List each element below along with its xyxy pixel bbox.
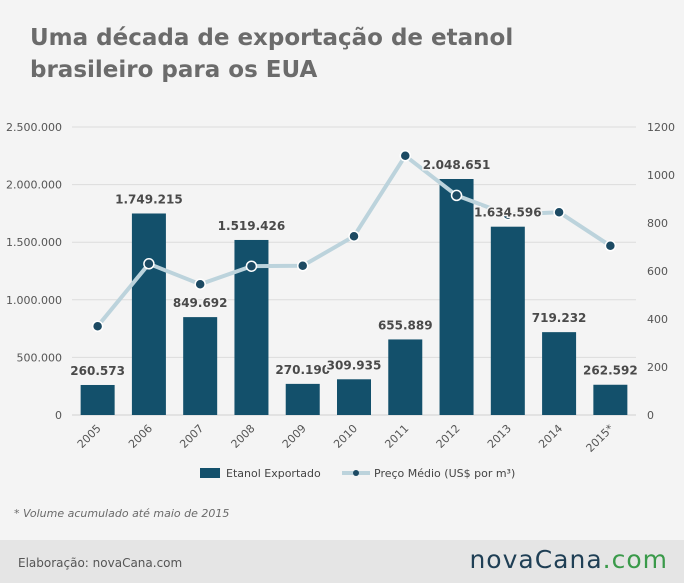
y-right-tick-label: 400 — [647, 313, 668, 326]
x-tick-label: 2007 — [177, 422, 206, 451]
y-left-tick-label: 2.500.000 — [6, 121, 62, 134]
chart-canvas: 0 500.000 1.000.000 1.500.000 2.000.000 2.500… — [6, 121, 675, 480]
y-left-tick-label: 0 — [55, 409, 62, 422]
price-point — [143, 258, 155, 270]
y-left-tick-label: 2.000.000 — [6, 179, 62, 192]
bar-value-label: 1.749.215 — [115, 192, 183, 206]
legend-swatch-marker — [353, 470, 359, 476]
bar-value-label: 849.692 — [173, 296, 228, 310]
x-tick-label: 2013 — [485, 422, 514, 451]
y-left-tick-label: 1.000.000 — [6, 294, 62, 307]
bar-value-label: 1.519.426 — [218, 219, 286, 233]
x-tick-label: 2009 — [280, 422, 309, 451]
logo-suffix: .com — [602, 545, 668, 574]
bar — [593, 384, 628, 415]
bar-value-label: 262.592 — [583, 364, 638, 378]
y-right-tick-label: 600 — [647, 265, 668, 278]
bar — [337, 379, 371, 415]
bar — [542, 332, 577, 415]
price-point — [399, 150, 412, 162]
logo-main: novaCana — [469, 545, 603, 574]
y-right-tick-label: 800 — [647, 217, 668, 230]
y-right-tick-label: 200 — [647, 361, 668, 374]
bar-value-label: 260.573 — [70, 364, 125, 378]
chart-title-line-2: brasileiro para os EUA — [30, 57, 318, 83]
bar — [439, 178, 474, 415]
x-tick-label: 2010 — [331, 422, 360, 451]
credit-text: Elaboração: novaCana.com — [18, 556, 183, 570]
price-point — [553, 206, 565, 218]
x-tick-label: 2015* — [584, 422, 617, 455]
chart-title: Uma década de exportação de etanol brasi… — [30, 22, 630, 86]
bar-value-label: 719.232 — [532, 311, 587, 325]
bar-value-label: 2.048.651 — [423, 158, 491, 172]
y-right-tick-label: 1200 — [647, 121, 675, 134]
y-right-tick-label: 1000 — [647, 169, 675, 182]
y-left-tick-label: 500.000 — [17, 351, 63, 364]
bar — [388, 339, 423, 415]
x-tick-label: 2006 — [126, 422, 155, 451]
price-point — [502, 208, 514, 221]
x-tick-label: 2012 — [434, 422, 463, 451]
price-point — [245, 260, 258, 272]
bar — [131, 213, 166, 415]
legend-label-bars: Etanol Exportado — [226, 467, 321, 480]
bar-value-label: 655.889 — [378, 318, 433, 332]
bar-value-label: 309.935 — [327, 358, 382, 372]
price-point — [91, 320, 104, 332]
x-tick-label: 2011 — [382, 422, 411, 451]
price-point — [604, 240, 617, 252]
bar — [183, 317, 218, 415]
legend-label-line: Preço Médio (US$ por m³) — [374, 467, 515, 480]
chart-title-line-1: Uma década de exportação de etanol — [30, 25, 514, 51]
footer-bar: Elaboração: novaCana.com novaCana.com — [0, 540, 684, 583]
novacana-logo[interactable]: novaCana.com — [469, 545, 668, 574]
price-point — [194, 278, 206, 290]
price-point — [296, 259, 309, 272]
y-left-tick-label: 1.500.000 — [6, 236, 62, 249]
x-tick-label: 2008 — [229, 422, 258, 451]
price-point — [348, 230, 360, 242]
price-point — [450, 189, 463, 202]
bar-value-label: 1.634.596 — [474, 206, 542, 220]
legend-swatch-bars — [200, 468, 220, 478]
bar — [490, 226, 525, 415]
footnote: * Volume acumulado até maio de 2015 — [14, 507, 230, 520]
bar — [80, 384, 115, 415]
x-tick-label: 2014 — [536, 422, 565, 451]
x-tick-label: 2005 — [75, 422, 104, 451]
bar-value-label: 270.190 — [275, 363, 330, 377]
bar — [285, 383, 320, 415]
y-right-tick-label: 0 — [647, 409, 654, 422]
